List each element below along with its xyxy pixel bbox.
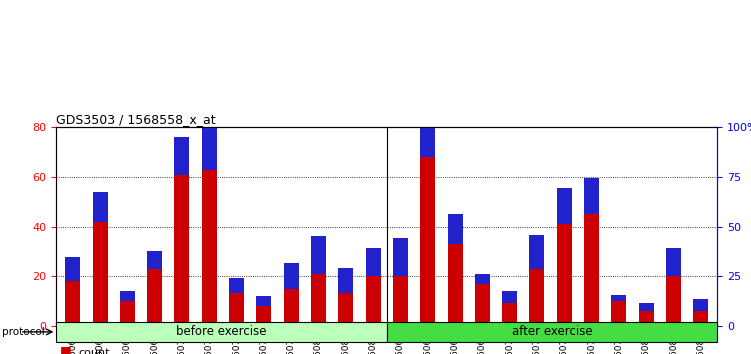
- Bar: [311, 274, 326, 326]
- Bar: [529, 235, 544, 269]
- Bar: [338, 293, 353, 326]
- Bar: [475, 274, 490, 284]
- Bar: [638, 311, 653, 326]
- Text: before exercise: before exercise: [176, 325, 267, 338]
- Bar: [65, 281, 80, 326]
- Bar: [65, 257, 80, 281]
- Bar: [92, 192, 107, 222]
- Bar: [202, 170, 217, 326]
- Bar: [387, 322, 717, 342]
- Bar: [611, 301, 626, 326]
- Bar: [174, 137, 189, 175]
- Text: ■: ■: [60, 344, 72, 354]
- Bar: [421, 120, 436, 157]
- Bar: [393, 276, 408, 326]
- Bar: [229, 278, 244, 293]
- Bar: [92, 222, 107, 326]
- Bar: [502, 303, 517, 326]
- Bar: [256, 306, 271, 326]
- Bar: [311, 236, 326, 274]
- Bar: [120, 301, 135, 326]
- Bar: [556, 188, 572, 224]
- Bar: [229, 293, 244, 326]
- Bar: [366, 276, 381, 326]
- Bar: [638, 303, 653, 311]
- Bar: [284, 263, 299, 289]
- Bar: [284, 289, 299, 326]
- Bar: [666, 249, 681, 276]
- Bar: [174, 175, 189, 326]
- Text: after exercise: after exercise: [511, 325, 593, 338]
- Bar: [448, 214, 463, 244]
- Text: protocol: protocol: [2, 327, 45, 337]
- Bar: [556, 224, 572, 326]
- Bar: [693, 299, 708, 311]
- Bar: [421, 157, 436, 326]
- Bar: [366, 249, 381, 276]
- Bar: [56, 322, 387, 342]
- Bar: [120, 291, 135, 301]
- Bar: [611, 295, 626, 301]
- Bar: [256, 296, 271, 306]
- Bar: [502, 291, 517, 303]
- Bar: [584, 214, 599, 326]
- Bar: [338, 268, 353, 293]
- Bar: [393, 239, 408, 276]
- Bar: [475, 284, 490, 326]
- Bar: [693, 311, 708, 326]
- Bar: [529, 269, 544, 326]
- Text: count: count: [79, 348, 110, 354]
- Text: GDS3503 / 1568558_x_at: GDS3503 / 1568558_x_at: [56, 113, 216, 126]
- Bar: [584, 178, 599, 214]
- Bar: [147, 269, 162, 326]
- Bar: [448, 244, 463, 326]
- Bar: [666, 276, 681, 326]
- Bar: [202, 122, 217, 170]
- Bar: [147, 251, 162, 269]
